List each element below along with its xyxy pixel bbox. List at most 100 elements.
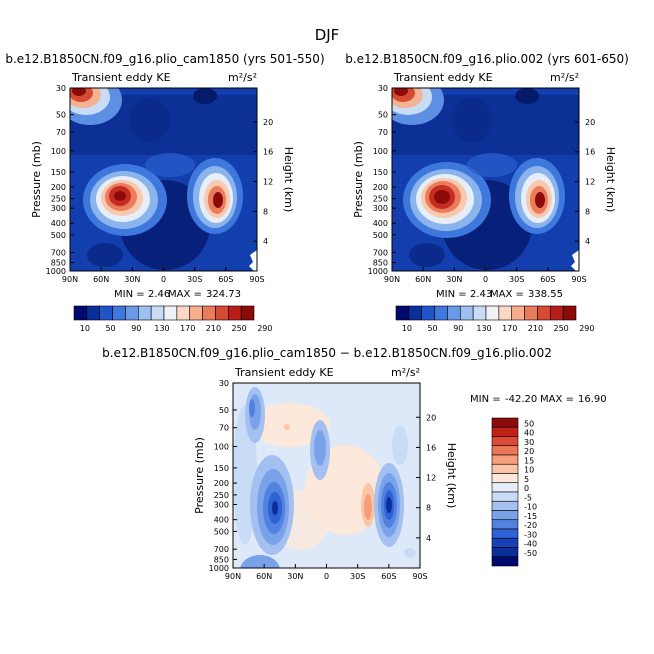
x-tick-label: 30S [350, 572, 365, 581]
colorbar-label: 90 [131, 324, 141, 333]
x-tick-label: 60S [540, 275, 555, 284]
y2-axis-label: Height (km) [604, 147, 617, 213]
colorbar-label: 10 [80, 324, 90, 333]
colorbar-swatch [537, 305, 551, 321]
x-tick-label: 30N [287, 572, 303, 581]
y2-tick-label: 8 [263, 207, 268, 216]
y2-tick-label: 20 [426, 413, 436, 422]
y-tick-label: 150 [214, 464, 229, 473]
colorbar-label: 10 [402, 324, 412, 333]
x-tick-label: 90N [384, 275, 400, 284]
colorbar-swatch [434, 305, 448, 321]
panel-1-max-label: MAX = [168, 289, 202, 300]
y-tick-label: 700 [373, 248, 388, 257]
y-tick-label: 500 [51, 231, 66, 240]
panel-3-max-value: 16.90 [578, 394, 607, 405]
y-tick-label: 500 [214, 527, 229, 536]
panel-3-variable: Transient eddy KE [234, 366, 334, 379]
panel-2-min-value: 2.43 [470, 289, 492, 300]
colorbar-swatch [491, 473, 519, 484]
colorbar-swatch [491, 556, 519, 567]
colorbar-swatch [395, 305, 410, 321]
y-tick-label: 850 [214, 555, 229, 564]
x-tick-label: 0 [483, 275, 488, 284]
colorbar-swatch [491, 482, 519, 493]
x-tick-label: 30N [124, 275, 140, 284]
colorbar-swatch [549, 305, 564, 321]
colorbar-swatch [163, 305, 178, 321]
x-tick-label: 60S [218, 275, 233, 284]
colorbar-swatch [491, 417, 519, 428]
y-tick-label: 250 [214, 491, 229, 500]
y-tick-label: 200 [214, 479, 229, 488]
panel-3-units: m²/s² [391, 366, 420, 379]
colorbar-swatch [491, 445, 519, 456]
y2-tick-label: 4 [585, 237, 590, 246]
colorbar-swatch [99, 305, 113, 321]
colorbar-swatch [227, 305, 242, 321]
colorbar-swatch [491, 537, 519, 548]
colorbar-label: 50 [427, 324, 437, 333]
panel-3-axes: 90N 60N 30N 0 30S 60S 90S 30 50 70 100 150 200 250300… [193, 379, 458, 581]
panel-1-colorbar: 10 50 90 130 170 210 250 290 [73, 305, 272, 333]
y-tick-label: 1000 [209, 564, 229, 573]
colorbar-label: 90 [453, 324, 463, 333]
colorbar-label: 170 [502, 324, 517, 333]
y-tick-label: 300 [51, 204, 66, 213]
colorbar-swatch [86, 305, 101, 321]
y-tick-label: 700 [51, 248, 66, 257]
colorbar-swatch [485, 305, 500, 321]
x-tick-label: 60N [93, 275, 109, 284]
y-tick-label: 30 [56, 84, 66, 93]
panel-1-max-value: 324.73 [206, 289, 241, 300]
y-tick-label: 500 [373, 231, 388, 240]
y-tick-label: 200 [373, 183, 388, 192]
colorbar-label: -15 [524, 512, 537, 521]
panel-2: b.e12.B1850CN.f09_g16.plio.002 (yrs 601-… [345, 52, 629, 333]
panel-2-field [392, 88, 579, 271]
panel-2-units: m²/s² [550, 71, 579, 84]
y-tick-label: 300 [373, 204, 388, 213]
colorbar-swatch [447, 305, 461, 321]
colorbar-label: 0 [524, 484, 529, 493]
colorbar-swatch [491, 463, 519, 474]
colorbar-label: 170 [180, 324, 195, 333]
panel-1-field [70, 88, 257, 271]
y-tick-label: 700 [214, 545, 229, 554]
y-tick-label: 150 [373, 168, 388, 177]
colorbar-label: 15 [524, 456, 534, 465]
x-tick-label: 30S [509, 275, 524, 284]
y-tick-label: 400 [214, 516, 229, 525]
x-tick-label: 90N [62, 275, 78, 284]
colorbar-label: 30 [524, 438, 534, 447]
colorbar-swatch [491, 454, 519, 465]
panel-3: b.e12.B1850CN.f09_g16.plio_cam1850 − b.e… [102, 346, 607, 581]
panel-1-units: m²/s² [228, 71, 257, 84]
x-tick-label: 30N [446, 275, 462, 284]
colorbar-swatch [491, 510, 519, 521]
panel-3-min-value: -42.20 [505, 394, 537, 405]
colorbar-swatch [562, 305, 577, 321]
y-axis-label: Pressure (mb) [30, 141, 43, 218]
x-tick-label: 60N [415, 275, 431, 284]
y-tick-label: 50 [56, 111, 66, 120]
colorbar-label: 10 [524, 466, 534, 475]
y2-axis-label: Height (km) [445, 443, 458, 509]
y2-tick-label: 20 [263, 118, 273, 127]
panel-2-max-value: 338.55 [528, 289, 563, 300]
colorbar-swatch [125, 305, 139, 321]
colorbar-swatch [137, 305, 152, 321]
colorbar-label: 40 [524, 429, 534, 438]
colorbar-label: 130 [154, 324, 169, 333]
y-tick-label: 850 [373, 259, 388, 268]
y2-tick-label: 8 [426, 504, 431, 513]
colorbar-swatch [112, 305, 126, 321]
x-tick-label: 0 [324, 572, 329, 581]
y2-tick-label: 4 [263, 237, 268, 246]
y-axis-label: Pressure (mb) [352, 141, 365, 218]
y-axis-label: Pressure (mb) [193, 437, 206, 514]
x-tick-label: 90N [225, 572, 241, 581]
panel-1-min-value: 2.46 [148, 289, 170, 300]
y2-tick-label: 16 [263, 148, 273, 157]
